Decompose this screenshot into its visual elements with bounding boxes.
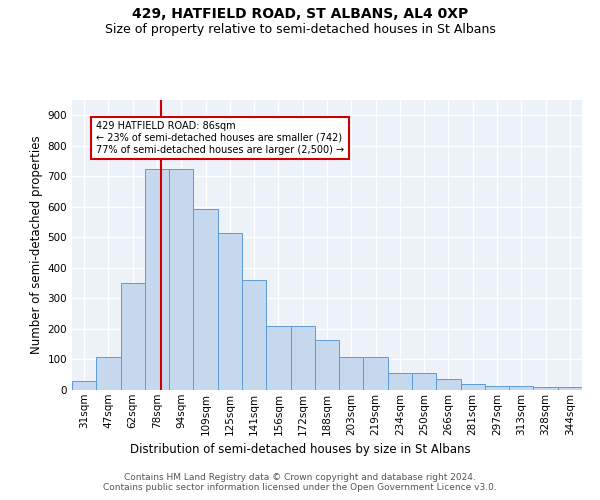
Bar (461, 384, 485, 390)
Text: 429, HATFIELD ROAD, ST ALBANS, AL4 0XP: 429, HATFIELD ROAD, ST ALBANS, AL4 0XP (132, 8, 468, 22)
Bar (509, 386, 533, 390)
Bar (145, 168, 169, 390)
Text: Size of property relative to semi-detached houses in St Albans: Size of property relative to semi-detach… (104, 22, 496, 36)
Bar (412, 373, 436, 390)
Bar (436, 380, 461, 390)
Bar (315, 340, 339, 390)
Bar (558, 387, 582, 390)
Bar (72, 381, 96, 390)
Bar (169, 168, 193, 390)
Bar (364, 358, 388, 390)
Bar (485, 386, 509, 390)
Text: Contains HM Land Registry data © Crown copyright and database right 2024.
Contai: Contains HM Land Registry data © Crown c… (103, 472, 497, 492)
Text: Distribution of semi-detached houses by size in St Albans: Distribution of semi-detached houses by … (130, 442, 470, 456)
Bar (290, 326, 315, 390)
Text: 429 HATFIELD ROAD: 86sqm
← 23% of semi-detached houses are smaller (742)
77% of : 429 HATFIELD ROAD: 86sqm ← 23% of semi-d… (96, 122, 344, 154)
Bar (218, 233, 242, 390)
Y-axis label: Number of semi-detached properties: Number of semi-detached properties (31, 136, 43, 354)
Bar (266, 326, 290, 390)
Bar (533, 387, 558, 390)
Bar (193, 210, 218, 390)
Bar (388, 373, 412, 390)
Bar (339, 358, 364, 390)
Bar (242, 280, 266, 390)
Bar (121, 283, 145, 390)
Bar (96, 358, 121, 390)
